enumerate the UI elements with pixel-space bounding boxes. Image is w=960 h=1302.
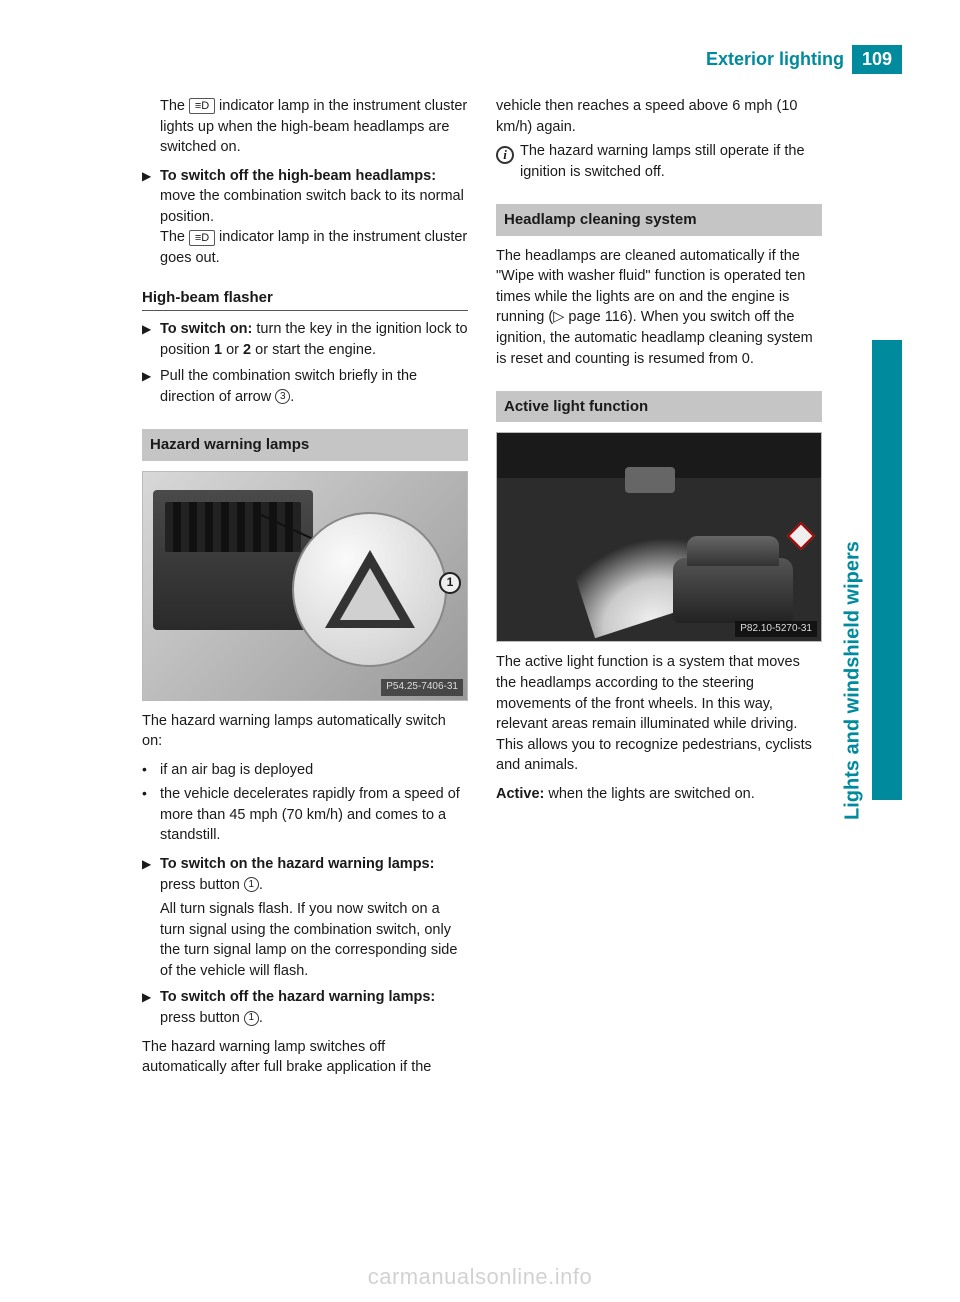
section-side-label: Lights and windshield wipers bbox=[838, 320, 868, 820]
hazard-warning-figure: 1 P54.25-7406-31 bbox=[142, 471, 468, 701]
far-car-illustration bbox=[625, 467, 675, 493]
right-column: vehicle then reaches a speed above 6 mph… bbox=[496, 96, 822, 1080]
bullet-marker-icon: • bbox=[142, 784, 160, 846]
info-note: i The hazard warning lamps still operate… bbox=[496, 141, 822, 182]
watermark: carmanualsonline.info bbox=[0, 1264, 960, 1290]
body-text: Active: when the lights are switched on. bbox=[496, 784, 822, 805]
action-step: ▶ To switch on: turn the key in the igni… bbox=[142, 319, 468, 360]
bullet-item: • the vehicle decelerates rapidly from a… bbox=[142, 784, 468, 846]
action-marker-icon: ▶ bbox=[142, 854, 160, 981]
body-text: The headlamps are cleaned automatically … bbox=[496, 246, 822, 369]
sub-heading: High-beam flasher bbox=[142, 287, 468, 311]
action-text: Pull the combination switch briefly in t… bbox=[160, 366, 468, 407]
xref-icon: ▷ bbox=[553, 309, 564, 325]
callout-ref-icon: 1 bbox=[244, 877, 259, 892]
action-step: ▶ To switch off the hazard warning lamps… bbox=[142, 987, 468, 1028]
bullet-item: • if an air bag is deployed bbox=[142, 760, 468, 781]
section-heading: Active light function bbox=[496, 391, 822, 422]
action-detail: All turn signals flash. If you now switc… bbox=[160, 899, 468, 981]
body-text: The hazard warning lamps automatically s… bbox=[142, 711, 468, 752]
content-area: The ≡D indicator lamp in the instrument … bbox=[142, 96, 822, 1080]
action-marker-icon: ▶ bbox=[142, 166, 160, 269]
bullet-text: the vehicle decelerates rapidly from a s… bbox=[160, 784, 468, 846]
action-step: ▶ To switch off the high-beam headlamps:… bbox=[142, 166, 468, 269]
action-text: To switch off the high-beam headlamps: m… bbox=[160, 166, 468, 269]
callout-ref-icon: 3 bbox=[275, 389, 290, 404]
section-heading: Hazard warning lamps bbox=[142, 429, 468, 460]
callout-ref-icon: 1 bbox=[244, 1011, 259, 1026]
action-text: To switch on: turn the key in the igniti… bbox=[160, 319, 468, 360]
bullet-text: if an air bag is deployed bbox=[160, 760, 468, 781]
near-car-illustration bbox=[673, 558, 793, 623]
info-icon: i bbox=[496, 141, 520, 182]
hazard-triangle-icon bbox=[325, 550, 415, 628]
active-light-figure: P82.10-5270-31 bbox=[496, 432, 822, 642]
bullet-marker-icon: • bbox=[142, 760, 160, 781]
page-number: 109 bbox=[852, 45, 902, 74]
page-header: Exterior lighting 109 bbox=[0, 44, 902, 74]
body-text: vehicle then reaches a speed above 6 mph… bbox=[496, 96, 822, 137]
body-text: The active light function is a system th… bbox=[496, 652, 822, 775]
high-beam-indicator-icon: ≡D bbox=[189, 98, 215, 114]
action-marker-icon: ▶ bbox=[142, 366, 160, 407]
action-marker-icon: ▶ bbox=[142, 987, 160, 1028]
high-beam-indicator-icon: ≡D bbox=[189, 230, 215, 246]
body-text: The ≡D indicator lamp in the instrument … bbox=[160, 96, 468, 158]
figure-id-label: P82.10-5270-31 bbox=[735, 621, 817, 637]
action-text: To switch off the hazard warning lamps: … bbox=[160, 987, 468, 1028]
callout-circle bbox=[292, 512, 447, 667]
section-heading: Headlamp cleaning system bbox=[496, 204, 822, 235]
left-column: The ≡D indicator lamp in the instrument … bbox=[142, 96, 468, 1080]
action-text: To switch on the hazard warning lamps: p… bbox=[160, 854, 468, 981]
header-section-title: Exterior lighting bbox=[706, 49, 844, 70]
body-text: The hazard warning lamp switches off aut… bbox=[142, 1037, 468, 1078]
action-marker-icon: ▶ bbox=[142, 319, 160, 360]
action-step: ▶ To switch on the hazard warning lamps:… bbox=[142, 854, 468, 981]
section-side-tab bbox=[872, 340, 902, 800]
info-text: The hazard warning lamps still operate i… bbox=[520, 141, 822, 182]
dashboard-illustration bbox=[153, 490, 313, 630]
callout-number: 1 bbox=[439, 572, 461, 594]
figure-id-label: P54.25-7406-31 bbox=[381, 679, 463, 695]
action-step: ▶ Pull the combination switch briefly in… bbox=[142, 366, 468, 407]
